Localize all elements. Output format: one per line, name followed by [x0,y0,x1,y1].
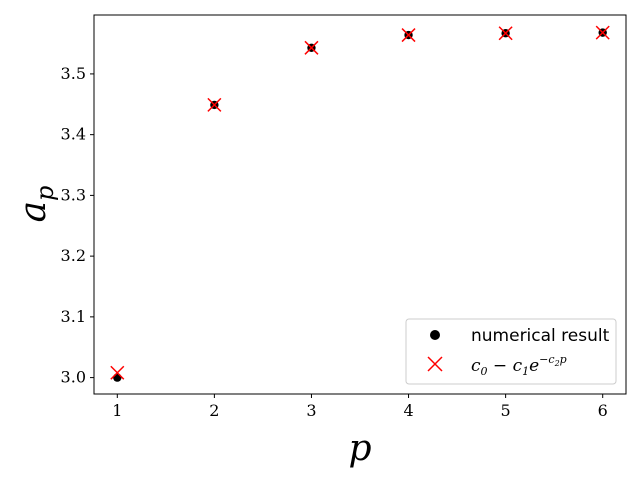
legend: numerical result c0 − c1e−c2p [405,318,617,385]
y-tick-label: 3.4 [61,125,86,144]
fit-point [401,28,416,43]
fit-point [207,97,222,112]
x-tick-label: 1 [112,401,122,420]
legend-label-fit: c0 − c1e−c2p [471,353,567,378]
x-tick-label: 2 [209,401,219,420]
legend-box [405,318,617,385]
y-axis-label: ap [13,186,59,223]
legend-marker-fit [427,356,443,372]
y-tick-label: 3.2 [61,246,86,265]
y-axis-label-base: a [13,201,54,222]
fit-point [498,26,513,41]
fit-point [110,365,125,380]
x-axis-label: p [348,428,371,469]
legend-marker-numerical [430,330,440,340]
svg-text:ap: ap [13,186,59,223]
x-tick-label: 5 [501,401,511,420]
y-tick-label: 3.1 [61,307,86,326]
x-tick-label: 6 [598,401,608,420]
x-tick-label: 4 [403,401,413,420]
fit-point [304,40,319,55]
y-tick-label: 3.5 [61,64,86,83]
y-tick-label: 3.0 [61,368,86,387]
fit-point [595,25,610,40]
y-tick-label: 3.3 [61,185,86,204]
x-tick-label: 3 [306,401,316,420]
axis-ticks: 1 2 3 4 5 6 3.0 3.1 3.2 3.3 3.4 3.5 [61,64,608,420]
plot-frame [93,14,627,395]
y-axis-label-subscript: p [31,186,59,201]
data-marks [110,25,610,382]
legend-label-numerical: numerical result [471,326,610,346]
